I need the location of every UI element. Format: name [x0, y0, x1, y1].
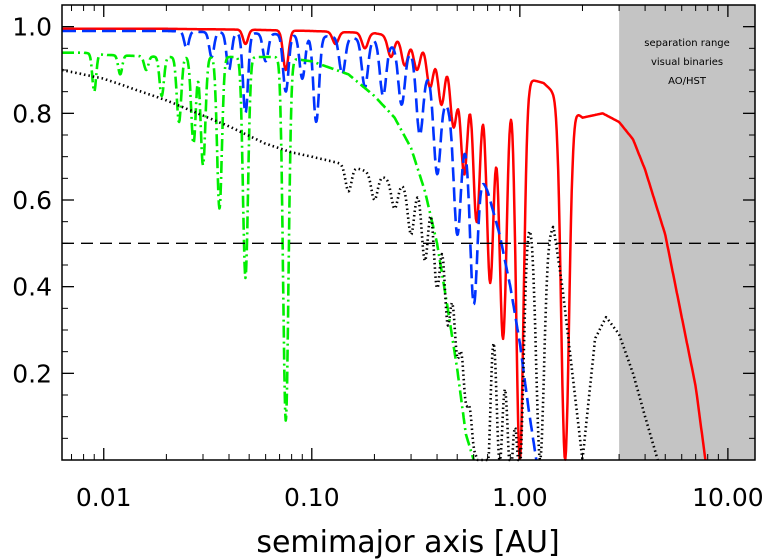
shaded-region-label: visual binaries: [651, 57, 723, 68]
y-tick-label: 0.6: [12, 186, 52, 215]
x-tick-label: 10.00: [692, 483, 764, 512]
annotation-layer: separation range visual binaries AO/HST: [644, 38, 730, 87]
x-tick-label: 0.10: [284, 483, 340, 512]
y-tick-label: 0.4: [12, 273, 52, 302]
shaded-region: [619, 5, 755, 460]
x-axis-label: semimajor axis [AU]: [256, 525, 559, 560]
series-line: [61, 29, 538, 461]
shaded-region-label: separation range: [644, 38, 730, 49]
x-tick-label: 1.00: [492, 483, 548, 512]
series-line: [61, 27, 707, 461]
x-tick-label: 0.01: [76, 483, 132, 512]
tick-layer: 0.01 0.10 1.00 10.00 0.2 0.4 0.6 0.8 1.0: [12, 5, 764, 512]
y-tick-label: 0.8: [12, 99, 52, 128]
shaded-region-layer: [619, 5, 755, 460]
y-tick-label: 0.2: [12, 359, 52, 388]
y-tick-label: 1.0: [12, 13, 52, 42]
shaded-region-label: AO/HST: [668, 76, 707, 87]
series-line: [61, 51, 475, 461]
plot-frame: [61, 4, 756, 461]
series-layer: [61, 27, 707, 462]
series-line: [61, 68, 659, 462]
